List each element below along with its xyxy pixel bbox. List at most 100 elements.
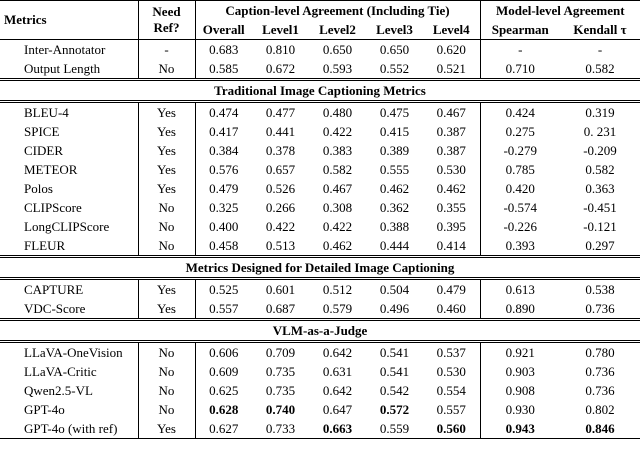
metric-name: METEOR <box>0 160 139 179</box>
cell: 0.389 <box>379 142 410 158</box>
cell: 0.378 <box>265 142 296 158</box>
cell: 0.642 <box>322 344 353 360</box>
cell: 0.557 <box>423 400 481 419</box>
cell: 0.628 <box>209 401 239 417</box>
metric-name: GPT-4o (with ref) <box>0 419 139 439</box>
cell: 0.740 <box>265 401 296 417</box>
table-body: Inter-Annotator -0.683 0.810 0.650 0.650 0.62… <box>0 39 640 439</box>
section-row: VLM-as-a-Judge <box>0 318 640 343</box>
cell: 0.627 <box>195 419 252 439</box>
cell: 0.444 <box>379 237 410 253</box>
cell: 0.393 <box>505 237 535 253</box>
metric-name: VDC-Score <box>0 299 139 320</box>
cell: 0.325 <box>209 199 239 215</box>
cell: 0.930 <box>505 401 535 417</box>
cell: Yes <box>138 419 196 439</box>
data-row: CAPTURE Yes 0.525 0.601 0.512 0.504 0.479 0.613… <box>0 278 640 299</box>
header-cell: Need Ref? <box>138 0 196 40</box>
cell: -0.451 <box>583 199 617 215</box>
cell: 0.609 <box>209 363 239 379</box>
cell: 0.687 <box>265 300 296 316</box>
cell: 0.663 <box>309 419 366 439</box>
section-title: Traditional Image Captioning Metrics <box>0 78 640 103</box>
cell: 0.657 <box>265 161 296 177</box>
data-row: Qwen2.5-VL No 0.625 0.735 0.642 0.542 0.554 0.9… <box>0 381 640 400</box>
cell: 0.557 <box>209 300 239 316</box>
cell: 0.462 <box>379 180 410 196</box>
cell: - <box>138 39 196 59</box>
cell: 0.620 <box>423 39 481 59</box>
data-row: GPT-4o (with ref) Yes 0.627 0.733 0.663 0.559… <box>0 419 640 439</box>
header-cell: Kendall τ <box>573 21 627 37</box>
cell: 0.479 <box>209 180 239 196</box>
cell: Yes <box>138 299 196 320</box>
cell: 0.709 <box>265 344 296 360</box>
cell: 0.537 <box>423 341 481 362</box>
cell: 0.363 <box>585 180 615 196</box>
cell: 0.308 <box>322 199 353 215</box>
cell: 0.560 <box>423 419 481 439</box>
cell: 0.414 <box>423 236 481 257</box>
header-row: Overall Level1 Level2 Level3 Level4 Spearman K… <box>0 20 640 40</box>
cell: 0.462 <box>322 237 353 253</box>
data-row: Polos Yes 0.479 0.526 0.467 0.462 0.462 0.420 0.… <box>0 179 640 198</box>
cell: 0.513 <box>265 237 296 253</box>
cell: 0.921 <box>505 344 535 360</box>
cell: 0.460 <box>423 299 481 320</box>
metric-name: FLEUR <box>0 236 139 257</box>
cell: 0.477 <box>265 104 296 120</box>
header-cell: Level4 <box>423 20 481 40</box>
cell: 0.593 <box>322 60 353 76</box>
cell: 0.642 <box>322 382 353 398</box>
results-table: Metrics Need Ref? Caption-level Agreemen… <box>0 0 640 439</box>
cell: 0.424 <box>505 104 535 120</box>
cell: 0.582 <box>322 161 353 177</box>
metric-name: Qwen2.5-VL <box>0 381 139 400</box>
cell: 0. 231 <box>583 123 617 139</box>
header-cell: Overall <box>202 21 245 37</box>
cell: 0.736 <box>585 363 615 379</box>
cell: 0.846 <box>560 419 640 439</box>
cell: 0.319 <box>585 104 615 120</box>
cell: 0.355 <box>423 198 481 217</box>
cell: 0.521 <box>423 59 481 80</box>
cell: 0.467 <box>423 101 481 122</box>
cell: 0.526 <box>265 180 296 196</box>
cell: 0.530 <box>423 160 481 179</box>
cell: 0.512 <box>322 281 353 297</box>
metric-name: LLaVA-Critic <box>0 362 139 381</box>
cell: 0.552 <box>379 60 410 76</box>
cell: - <box>560 39 640 59</box>
cell: 0.415 <box>379 123 410 139</box>
cell: 0.479 <box>423 278 481 299</box>
section-row: Metrics Designed for Detailed Image Capt… <box>0 255 640 280</box>
cell: -0.279 <box>503 142 538 158</box>
cell: 0.582 <box>585 161 615 177</box>
metric-name: BLEU-4 <box>0 101 139 122</box>
cell: 0.422 <box>265 218 296 234</box>
cell: Yes <box>138 122 196 141</box>
header-cell: Model-level Agreement <box>480 0 640 20</box>
data-row: GPT-4o No 0.628 0.740 0.647 0.572 0.557 0.930 0.… <box>0 400 640 419</box>
cell: 0.441 <box>265 123 296 139</box>
cell: 0.733 <box>252 419 309 439</box>
cell: 0.683 <box>195 39 252 59</box>
cell: 0.384 <box>209 142 239 158</box>
cell: 0.467 <box>322 180 353 196</box>
cell: 0.388 <box>379 218 410 234</box>
cell: 0.395 <box>423 217 481 236</box>
cell: 0.735 <box>265 363 296 379</box>
cell: 0.541 <box>379 344 410 360</box>
metric-name: SPICE <box>0 122 139 141</box>
cell: 0.890 <box>505 300 535 316</box>
header-cell: Metrics <box>0 0 139 40</box>
header-cell: Spearman <box>491 21 549 37</box>
header-cell: Level2 <box>319 21 356 37</box>
data-row: Output Length No 0.585 0.672 0.593 0.552 0.521… <box>0 59 640 80</box>
cell: 0.362 <box>379 199 410 215</box>
metric-name: Output Length <box>0 59 139 80</box>
cell: 0.572 <box>379 401 410 417</box>
data-row: LLaVA-Critic No 0.609 0.735 0.631 0.541 0.530 0… <box>0 362 640 381</box>
cell: 0.525 <box>209 281 239 297</box>
